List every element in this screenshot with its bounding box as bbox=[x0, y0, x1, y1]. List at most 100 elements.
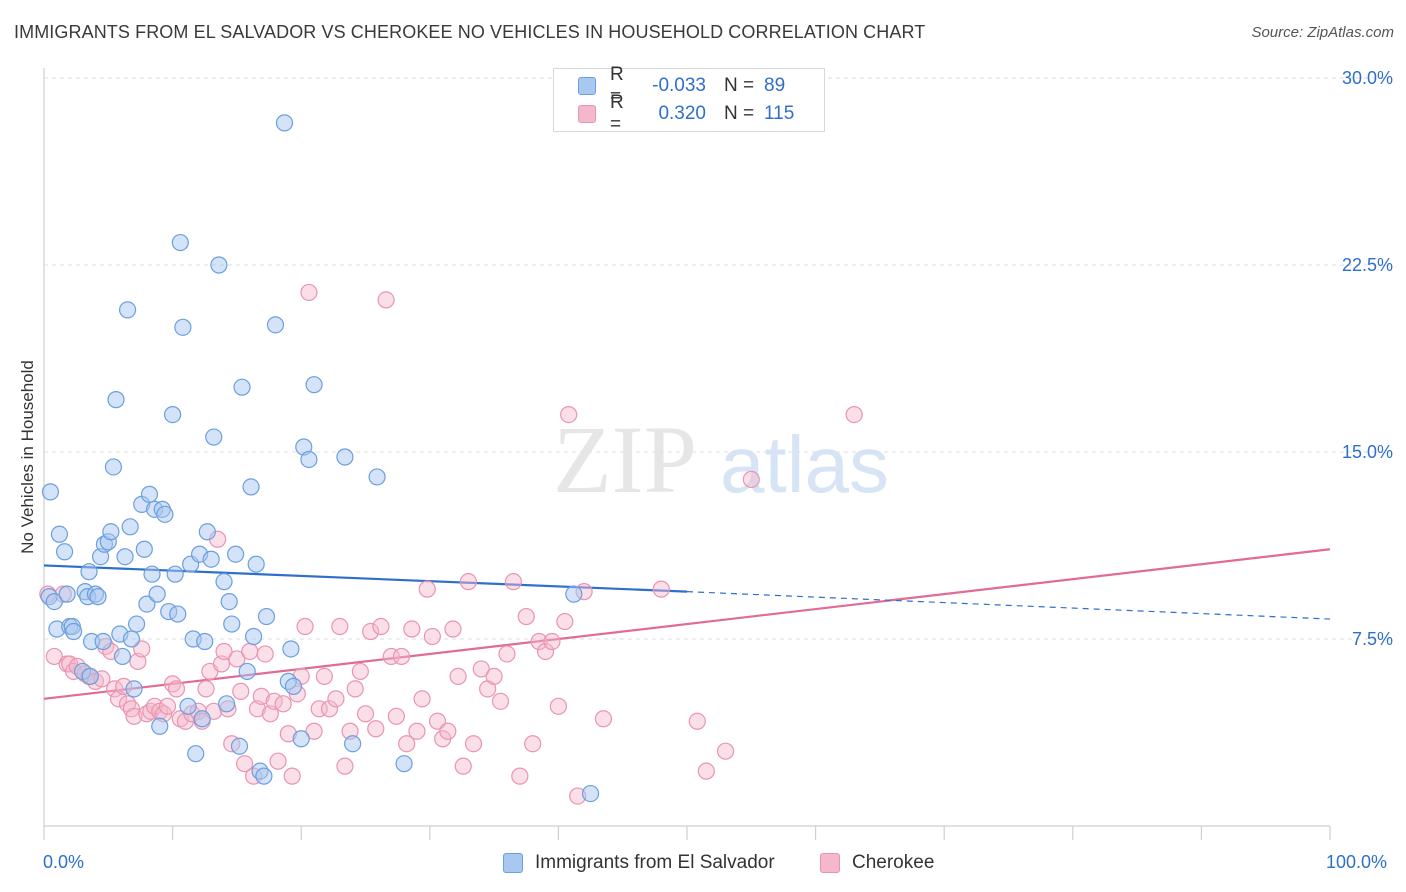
point-cherokee bbox=[594, 710, 613, 728]
point-cherokee bbox=[241, 642, 259, 661]
point-el-salvador bbox=[125, 680, 143, 698]
point-cherokee bbox=[511, 767, 529, 785]
point-el-salvador bbox=[202, 550, 220, 568]
point-el-salvador bbox=[50, 525, 69, 543]
point-el-salvador bbox=[581, 784, 600, 803]
legend-item-el-salvador[interactable]: Immigrants from El Salvador bbox=[503, 852, 775, 874]
y-axis-label: No Vehicles in Household bbox=[18, 360, 37, 554]
point-cherokee bbox=[125, 707, 143, 725]
point-cherokee bbox=[367, 720, 385, 738]
legend-item-cherokee[interactable]: Cherokee bbox=[820, 852, 934, 874]
point-el-salvador bbox=[179, 697, 197, 715]
point-cherokee bbox=[536, 642, 555, 661]
point-cherokee bbox=[232, 682, 250, 700]
watermark-atlas: atlas bbox=[720, 420, 889, 509]
n-label: N = bbox=[724, 103, 755, 124]
y-tick-label: 30.0% bbox=[1342, 68, 1393, 88]
point-el-salvador bbox=[282, 640, 300, 658]
point-el-salvador bbox=[118, 301, 137, 319]
point-el-salvador bbox=[138, 595, 156, 613]
point-el-salvador bbox=[245, 627, 263, 646]
point-cherokee bbox=[236, 755, 254, 773]
point-el-salvador bbox=[187, 745, 205, 763]
point-cherokee bbox=[252, 687, 270, 705]
r-value: 0.320 bbox=[658, 103, 706, 124]
points-el-salvador bbox=[40, 114, 600, 803]
point-el-salvador bbox=[242, 478, 260, 496]
point-el-salvador bbox=[233, 378, 251, 396]
point-cherokee bbox=[215, 642, 233, 661]
point-cherokee bbox=[491, 692, 510, 710]
point-el-salvador bbox=[227, 545, 245, 563]
point-el-salvador bbox=[210, 256, 228, 274]
legend-label-el-salvador: Immigrants from El Salvador bbox=[535, 852, 775, 873]
point-cherokee bbox=[504, 573, 522, 591]
point-el-salvador bbox=[266, 316, 285, 334]
point-el-salvador bbox=[275, 114, 294, 132]
point-el-salvador bbox=[247, 555, 265, 573]
point-cherokee bbox=[167, 680, 186, 698]
point-el-salvador bbox=[64, 622, 83, 641]
point-el-salvador bbox=[45, 592, 63, 611]
point-el-salvador bbox=[284, 677, 303, 695]
trend-line-cherokee bbox=[43, 548, 1331, 700]
point-cherokee bbox=[158, 697, 177, 715]
point-cherokee bbox=[300, 283, 318, 302]
point-el-salvador bbox=[292, 730, 310, 748]
point-cherokee bbox=[327, 690, 345, 708]
point-el-salvador bbox=[41, 483, 60, 501]
point-el-salvador bbox=[238, 662, 256, 681]
point-cherokee bbox=[652, 580, 670, 598]
legend-swatch-el-salvador bbox=[503, 853, 523, 873]
point-el-salvador bbox=[305, 376, 323, 394]
point-cherokee bbox=[418, 580, 436, 598]
n-value: 115 bbox=[764, 103, 795, 124]
trend-line-cherokee-solid bbox=[43, 548, 1331, 700]
r-label: R = bbox=[610, 92, 624, 135]
point-el-salvador bbox=[164, 406, 182, 424]
point-el-salvador bbox=[198, 523, 216, 541]
source-label: Source: ZipAtlas.com bbox=[1251, 24, 1394, 41]
point-cherokee bbox=[372, 617, 390, 636]
point-el-salvador bbox=[55, 543, 74, 561]
point-cherokee bbox=[439, 722, 457, 740]
point-el-salvador bbox=[215, 573, 233, 591]
point-cherokee bbox=[845, 406, 863, 424]
point-cherokee bbox=[331, 617, 349, 636]
point-cherokee bbox=[228, 650, 246, 668]
point-cherokee bbox=[517, 607, 535, 626]
point-cherokee bbox=[454, 757, 472, 775]
point-cherokee bbox=[356, 705, 375, 723]
point-cherokee bbox=[362, 622, 380, 641]
point-el-salvador bbox=[257, 607, 276, 626]
point-el-salvador bbox=[169, 605, 187, 623]
point-cherokee bbox=[398, 735, 416, 753]
point-el-salvador bbox=[368, 468, 386, 486]
point-el-salvador bbox=[140, 485, 159, 503]
point-el-salvador bbox=[336, 448, 354, 466]
point-el-salvador bbox=[102, 523, 120, 541]
point-cherokee bbox=[283, 767, 301, 785]
point-cherokee bbox=[464, 735, 483, 753]
point-cherokee bbox=[449, 667, 467, 686]
point-cherokee bbox=[716, 742, 735, 760]
point-cherokee bbox=[408, 722, 426, 740]
point-cherokee bbox=[530, 632, 548, 651]
point-cherokee bbox=[444, 620, 462, 638]
x-tick-label-min: 0.0% bbox=[43, 852, 85, 872]
point-el-salvador bbox=[89, 588, 107, 606]
watermark-zip: ZIP bbox=[553, 406, 697, 513]
point-el-salvador bbox=[135, 540, 153, 558]
point-cherokee bbox=[45, 647, 63, 666]
point-cherokee bbox=[524, 735, 542, 753]
point-cherokee bbox=[556, 612, 574, 631]
point-cherokee bbox=[697, 762, 715, 780]
point-el-salvador bbox=[166, 565, 184, 583]
point-el-salvador bbox=[116, 548, 134, 566]
point-el-salvador bbox=[121, 518, 139, 536]
trend-line-el-salvador bbox=[43, 564, 1331, 620]
point-el-salvador bbox=[113, 647, 132, 666]
point-cherokee bbox=[315, 667, 333, 686]
x-tick-label-max: 100.0% bbox=[1326, 852, 1388, 872]
